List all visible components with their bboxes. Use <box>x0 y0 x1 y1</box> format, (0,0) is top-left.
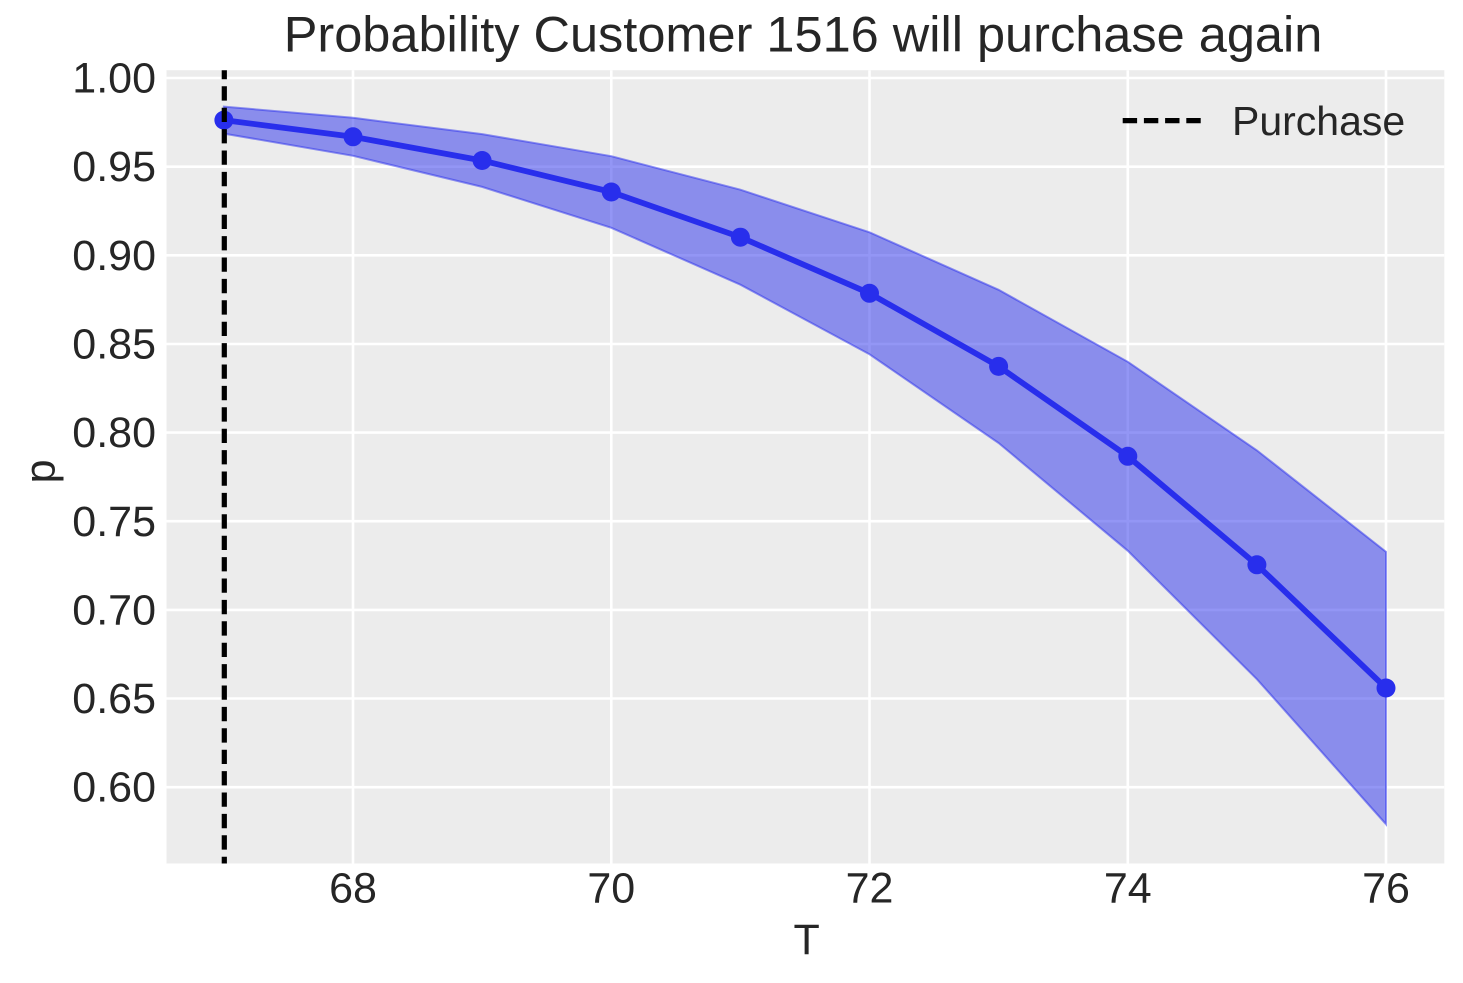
svg-text:70: 70 <box>587 865 635 913</box>
svg-text:0.95: 0.95 <box>72 143 156 191</box>
svg-text:Probability Customer 1516 will: Probability Customer 1516 will purchase … <box>284 6 1323 63</box>
svg-text:0.75: 0.75 <box>72 498 156 546</box>
svg-text:p: p <box>17 459 65 483</box>
svg-text:0.80: 0.80 <box>72 409 156 457</box>
svg-text:0.70: 0.70 <box>72 586 156 634</box>
svg-text:0.65: 0.65 <box>72 675 156 723</box>
svg-text:Purchase: Purchase <box>1232 98 1405 144</box>
svg-text:0.90: 0.90 <box>72 232 156 280</box>
svg-text:0.85: 0.85 <box>72 321 156 369</box>
svg-text:76: 76 <box>1362 865 1410 913</box>
svg-text:0.60: 0.60 <box>72 764 156 812</box>
svg-text:T: T <box>794 916 820 964</box>
svg-text:68: 68 <box>329 865 377 913</box>
svg-text:74: 74 <box>1104 865 1152 913</box>
svg-text:72: 72 <box>846 865 894 913</box>
svg-text:1.00: 1.00 <box>72 55 156 103</box>
